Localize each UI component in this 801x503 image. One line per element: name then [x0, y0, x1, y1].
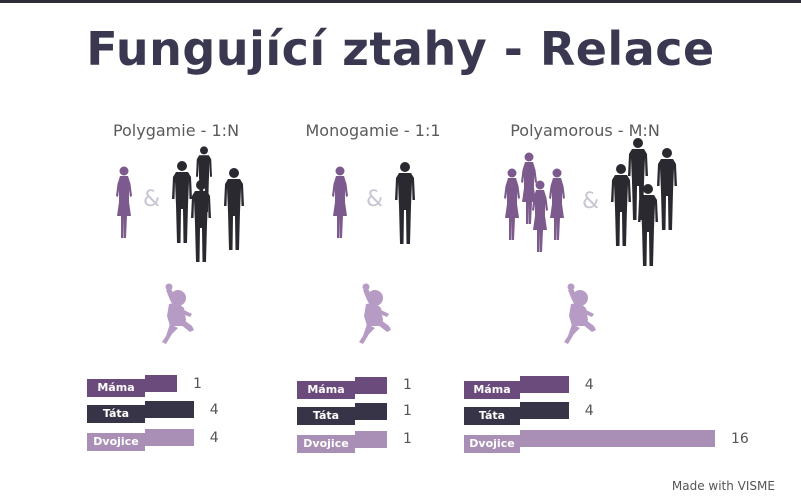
- mama-bar: [520, 376, 569, 393]
- female-figure: [116, 166, 132, 238]
- column-title-polyamorous: Polyamorous - M:N: [510, 121, 660, 140]
- mama-value: 4: [584, 377, 594, 393]
- tata-bar: [355, 403, 387, 420]
- dvojice-label: Dvojice: [464, 435, 520, 453]
- dvojice-value: 1: [403, 431, 412, 447]
- male-figure: [395, 162, 415, 244]
- tata-value: 4: [584, 403, 594, 419]
- ampersand-2: &: [366, 187, 384, 212]
- female-figures: [504, 152, 565, 252]
- page-title: Fungující ztahy - Relace: [86, 22, 715, 76]
- tata-label: Táta: [297, 407, 355, 425]
- tata-bar: [520, 402, 569, 419]
- tata-label: Táta: [464, 407, 520, 425]
- dvojice-value: 4: [209, 430, 219, 446]
- male-figures: [172, 146, 244, 262]
- ampersand-1: &: [143, 187, 161, 212]
- dvojice-label: Dvojice: [297, 435, 355, 453]
- mama-bar: [145, 375, 177, 392]
- dvojice-value: 16: [731, 431, 749, 447]
- female-figure: [332, 166, 348, 238]
- child-figures: [162, 283, 596, 344]
- dvojice-bar: [520, 430, 715, 447]
- dvojice-label: Dvojice: [87, 433, 145, 451]
- top-border: [0, 0, 801, 3]
- mama-label: Máma: [297, 381, 355, 399]
- dvojice-bar: [145, 429, 194, 446]
- column-title-monogamie: Monogamie - 1:1: [305, 121, 441, 140]
- mama-label: Máma: [87, 379, 145, 397]
- dvojice-bar: [355, 431, 387, 448]
- ampersand-3: &: [582, 189, 600, 214]
- tata-value: 4: [209, 402, 219, 418]
- tata-value: 1: [403, 403, 412, 419]
- column-title-polygamie: Polygamie - 1:N: [112, 121, 240, 140]
- tata-bar: [145, 401, 194, 418]
- mama-label: Máma: [464, 381, 520, 399]
- footer-credit: Made with VISME: [671, 479, 775, 493]
- mama-value: 1: [193, 376, 202, 392]
- mama-value: 1: [403, 377, 412, 393]
- male-figures: [611, 138, 677, 266]
- mama-bar: [355, 377, 387, 394]
- tata-label: Táta: [87, 405, 145, 423]
